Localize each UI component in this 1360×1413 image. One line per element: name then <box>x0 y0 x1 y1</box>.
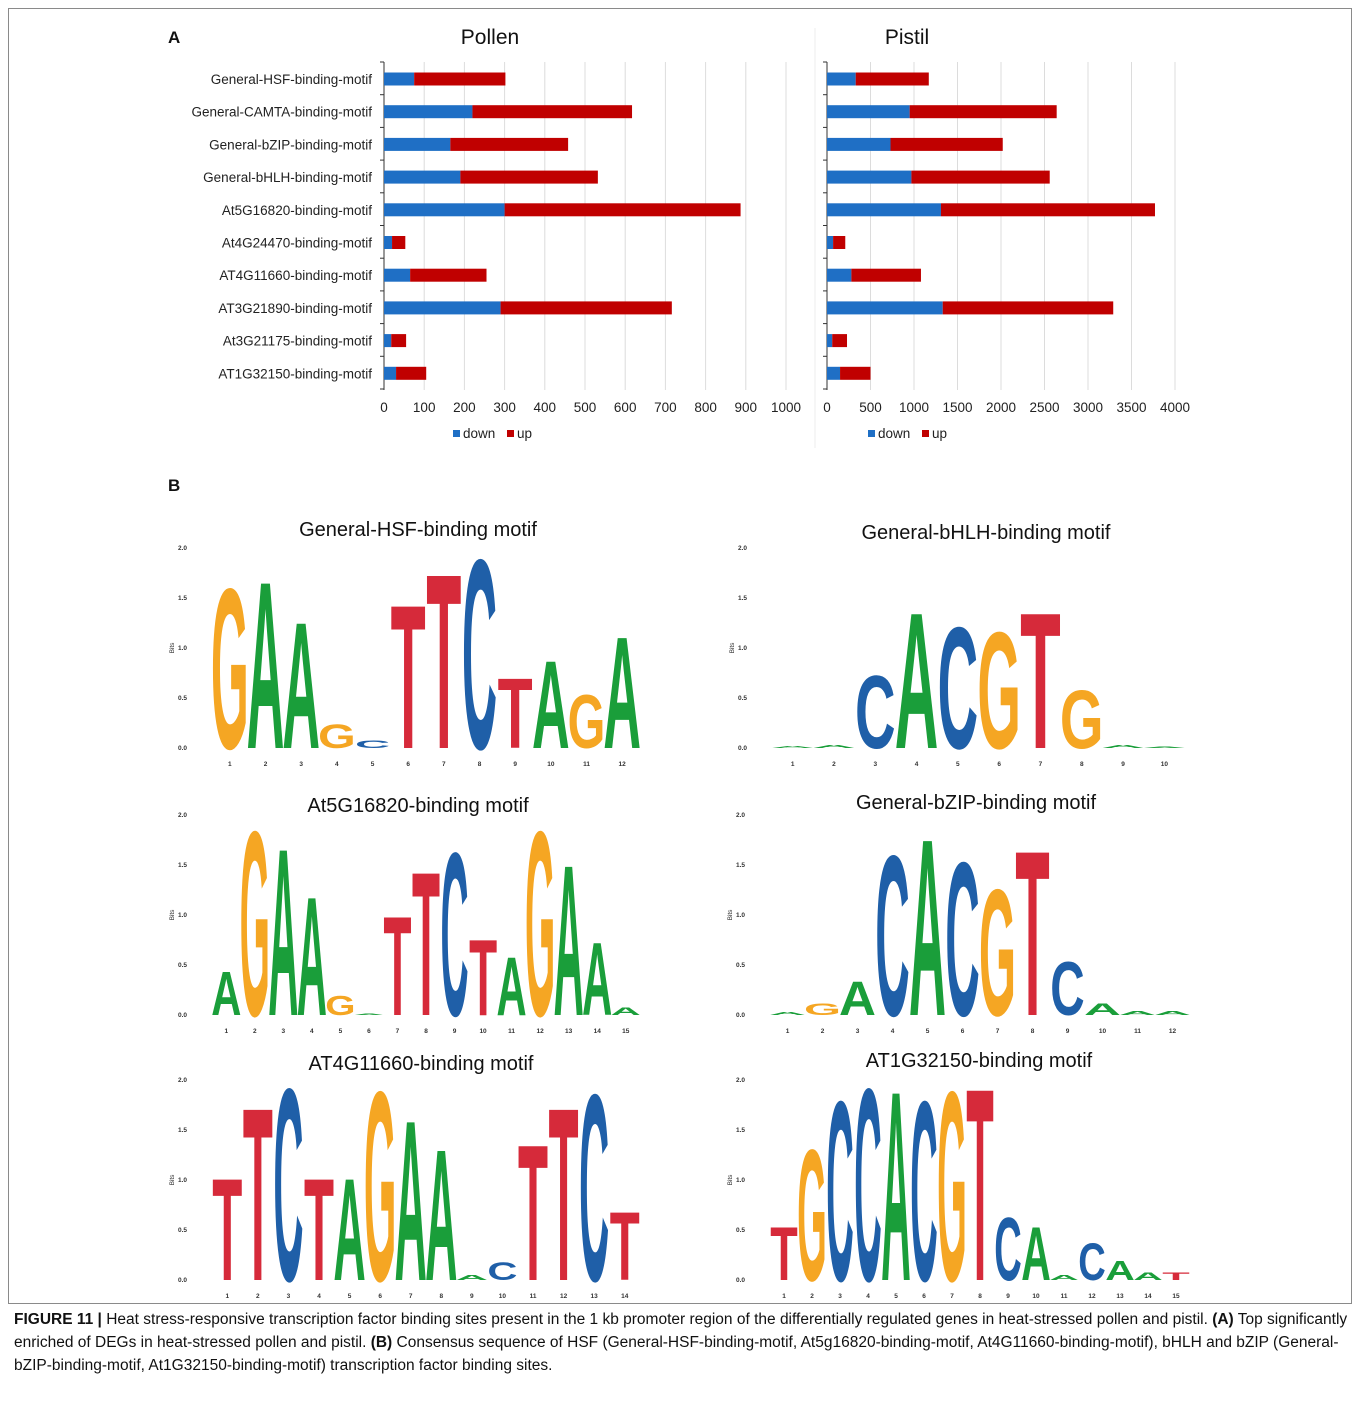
bar-down <box>827 203 941 217</box>
bar-down <box>827 170 912 184</box>
x-tick-label: 2000 <box>986 400 1016 415</box>
bar-up <box>396 366 427 380</box>
chart-title: Pistil <box>885 26 929 49</box>
bar-up <box>472 105 633 119</box>
x-tick-label: 800 <box>694 400 717 415</box>
bar-up <box>460 170 598 184</box>
legend-up-swatch <box>922 430 929 437</box>
category-label: General-bHLH-binding-motif <box>203 170 372 185</box>
category-label: AT1G32150-binding-motif <box>218 366 372 381</box>
bar-down <box>384 334 392 348</box>
bar-down <box>384 301 501 315</box>
bar-up <box>855 72 929 86</box>
bar-down <box>384 203 505 217</box>
bar-down <box>384 105 473 119</box>
x-tick-label: 1000 <box>771 400 801 415</box>
legend-up-label: up <box>932 426 947 441</box>
x-tick-label: 0 <box>380 400 388 415</box>
bar-up <box>911 170 1050 184</box>
x-tick-label: 0 <box>823 400 831 415</box>
panel-a-label: A <box>168 28 181 47</box>
caption-b-label: (B) <box>370 1334 393 1351</box>
caption-a-label: (A) <box>1212 1311 1234 1328</box>
bar-up <box>851 268 921 282</box>
bar-up <box>500 301 672 315</box>
bar-down <box>384 366 397 380</box>
bar-down <box>384 236 393 249</box>
bar-up <box>890 137 1003 151</box>
x-tick-label: 1000 <box>899 400 929 415</box>
bar-up <box>840 366 871 380</box>
category-label: General-bZIP-binding-motif <box>209 137 372 152</box>
bar-up <box>450 137 569 151</box>
x-tick-label: 600 <box>614 400 637 415</box>
legend-down-label: down <box>878 426 910 441</box>
bar-down <box>827 268 852 282</box>
bar-up <box>504 203 741 217</box>
chart-title: Pollen <box>461 26 519 49</box>
bar-down <box>827 334 833 348</box>
x-tick-label: 200 <box>453 400 476 415</box>
x-tick-label: 700 <box>654 400 677 415</box>
caption-part3: Consensus sequence of HSF (General-HSF-b… <box>14 1334 1339 1374</box>
x-tick-label: 400 <box>534 400 557 415</box>
legend-up-swatch <box>507 430 514 437</box>
bar-down <box>827 236 834 249</box>
bar-down <box>384 170 461 184</box>
category-label: At4G24470-binding-motif <box>222 236 372 251</box>
bar-up <box>392 236 406 249</box>
bar-up <box>410 268 487 282</box>
x-tick-label: 100 <box>413 400 436 415</box>
motif-title: General-bZIP-binding motif <box>855 792 1097 814</box>
motif-title: AT1G32150-binding motif <box>865 1050 1093 1072</box>
category-label: General-CAMTA-binding-motif <box>191 105 372 120</box>
x-tick-label: 300 <box>493 400 516 415</box>
bar-down <box>827 137 891 151</box>
bar-down <box>827 366 841 380</box>
figure-frame <box>8 8 1352 1304</box>
category-label: General-HSF-binding-motif <box>211 72 373 87</box>
category-label: At5G16820-binding-motif <box>222 203 372 218</box>
caption-fig-label: FIGURE 11 | <box>14 1311 102 1328</box>
category-label: At3G21175-binding-motif <box>223 334 372 349</box>
bar-down <box>827 105 910 119</box>
bar-down <box>827 72 856 86</box>
category-label: AT4G11660-binding-motif <box>219 268 372 283</box>
bar-down <box>384 72 415 86</box>
motif-title: General-bHLH-binding motif <box>861 522 1111 544</box>
bar-down <box>827 301 943 315</box>
caption-part1: Heat stress-responsive transcription fac… <box>101 1311 1213 1328</box>
x-tick-label: 500 <box>859 400 882 415</box>
motif-title: At5G16820-binding motif <box>307 795 529 817</box>
figure-caption: FIGURE 11 | Heat stress-responsive trans… <box>14 1308 1348 1377</box>
bar-up <box>940 203 1155 217</box>
x-tick-label: 4000 <box>1160 400 1190 415</box>
bar-down <box>384 268 411 282</box>
bar-up <box>832 334 848 348</box>
x-tick-label: 500 <box>574 400 597 415</box>
x-tick-label: 2500 <box>1029 400 1059 415</box>
motif-title: General-HSF-binding motif <box>299 519 537 541</box>
x-tick-label: 3500 <box>1116 400 1146 415</box>
panel-b-label: B <box>168 476 181 495</box>
legend-down-swatch <box>453 430 460 437</box>
caption-part2: Top significantly enriched of DEGs in he… <box>14 1311 1348 1351</box>
category-label: AT3G21890-binding-motif <box>218 301 372 316</box>
legend-up-label: up <box>517 426 532 441</box>
legend-down-label: down <box>463 426 495 441</box>
bar-up <box>909 105 1057 119</box>
x-tick-label: 3000 <box>1073 400 1103 415</box>
x-tick-label: 900 <box>735 400 758 415</box>
bar-up <box>414 72 506 86</box>
bar-up <box>833 236 846 249</box>
bar-down <box>384 137 451 151</box>
bar-up <box>391 334 407 348</box>
legend-down-swatch <box>868 430 875 437</box>
bar-up <box>942 301 1114 315</box>
bar-charts: Pollen General-HSF-binding-motif General-C… <box>191 26 1190 448</box>
x-tick-label: 1500 <box>942 400 972 415</box>
motif-title: AT4G11660-binding motif <box>308 1053 534 1075</box>
